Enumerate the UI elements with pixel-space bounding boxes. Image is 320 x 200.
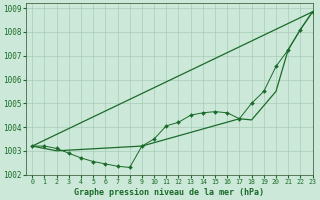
X-axis label: Graphe pression niveau de la mer (hPa): Graphe pression niveau de la mer (hPa) [74, 188, 264, 197]
